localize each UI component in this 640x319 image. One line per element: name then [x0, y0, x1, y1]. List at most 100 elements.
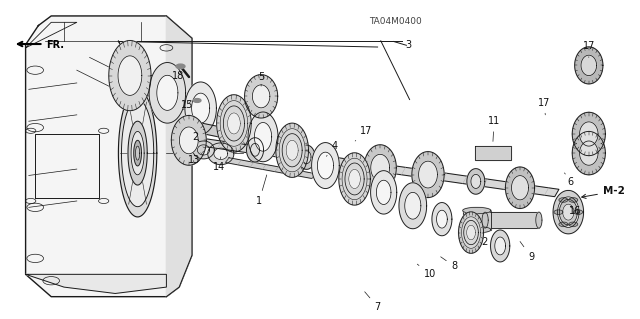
Polygon shape — [345, 163, 364, 195]
Text: 8: 8 — [441, 257, 458, 271]
Polygon shape — [220, 101, 248, 146]
Polygon shape — [317, 152, 333, 179]
Polygon shape — [557, 197, 579, 227]
Polygon shape — [244, 75, 278, 118]
Polygon shape — [572, 112, 605, 156]
Text: 2: 2 — [192, 129, 204, 142]
Text: 6: 6 — [564, 173, 574, 187]
Polygon shape — [349, 169, 360, 189]
Polygon shape — [185, 82, 216, 134]
Polygon shape — [276, 123, 308, 177]
Polygon shape — [461, 217, 481, 248]
Polygon shape — [467, 225, 476, 240]
Polygon shape — [214, 148, 228, 160]
Polygon shape — [371, 154, 390, 181]
Text: 9: 9 — [520, 241, 534, 262]
Text: FR.: FR. — [46, 40, 64, 50]
Polygon shape — [432, 203, 452, 236]
Polygon shape — [172, 115, 206, 165]
Polygon shape — [495, 237, 506, 255]
Text: 18: 18 — [172, 71, 184, 81]
Polygon shape — [364, 145, 396, 191]
Text: 13: 13 — [188, 152, 204, 165]
Polygon shape — [376, 180, 391, 204]
Polygon shape — [109, 41, 151, 111]
Polygon shape — [312, 143, 339, 189]
Polygon shape — [463, 226, 491, 233]
Polygon shape — [225, 158, 316, 179]
Polygon shape — [399, 183, 427, 229]
Circle shape — [559, 198, 568, 202]
Polygon shape — [580, 122, 598, 146]
Polygon shape — [134, 140, 141, 166]
Polygon shape — [475, 146, 511, 160]
Polygon shape — [485, 212, 539, 228]
Polygon shape — [463, 211, 491, 230]
Text: 10: 10 — [417, 264, 436, 279]
Polygon shape — [419, 161, 437, 188]
Polygon shape — [572, 131, 605, 175]
Polygon shape — [197, 145, 210, 155]
Polygon shape — [482, 212, 488, 228]
Polygon shape — [128, 121, 147, 185]
Polygon shape — [436, 210, 447, 228]
Polygon shape — [412, 152, 444, 197]
Circle shape — [573, 210, 582, 214]
Text: 17: 17 — [582, 41, 595, 57]
Polygon shape — [252, 85, 270, 108]
Text: 5: 5 — [258, 71, 264, 86]
Polygon shape — [149, 63, 186, 123]
Polygon shape — [459, 212, 484, 253]
Polygon shape — [248, 112, 278, 162]
Text: M-2: M-2 — [582, 186, 625, 198]
Text: 15: 15 — [181, 100, 194, 110]
Polygon shape — [118, 89, 157, 217]
Polygon shape — [339, 153, 371, 205]
Circle shape — [559, 222, 568, 226]
Polygon shape — [179, 127, 198, 154]
Polygon shape — [223, 106, 244, 141]
Polygon shape — [26, 16, 192, 297]
Text: 7: 7 — [365, 292, 381, 312]
Polygon shape — [581, 55, 596, 76]
Polygon shape — [118, 56, 142, 95]
Circle shape — [193, 99, 201, 102]
Polygon shape — [228, 113, 240, 134]
Polygon shape — [559, 199, 577, 225]
Polygon shape — [282, 134, 302, 167]
Polygon shape — [217, 95, 252, 152]
Polygon shape — [575, 47, 603, 84]
Polygon shape — [553, 190, 584, 234]
Polygon shape — [563, 204, 574, 220]
Polygon shape — [511, 176, 529, 200]
Polygon shape — [286, 140, 298, 160]
Polygon shape — [26, 274, 166, 293]
Polygon shape — [122, 100, 154, 207]
Polygon shape — [464, 220, 478, 245]
Circle shape — [554, 210, 563, 214]
Polygon shape — [404, 192, 421, 219]
Polygon shape — [195, 123, 273, 146]
Polygon shape — [131, 131, 144, 175]
Circle shape — [569, 198, 578, 202]
Text: 11: 11 — [488, 116, 500, 141]
Polygon shape — [298, 145, 315, 169]
Polygon shape — [246, 138, 264, 162]
Polygon shape — [166, 16, 192, 297]
Polygon shape — [157, 75, 178, 110]
Text: TA04M0400: TA04M0400 — [369, 17, 422, 26]
Polygon shape — [302, 151, 311, 164]
Polygon shape — [255, 122, 272, 151]
Polygon shape — [191, 93, 210, 123]
Polygon shape — [342, 158, 367, 200]
Text: 4: 4 — [326, 141, 338, 156]
Polygon shape — [463, 207, 491, 214]
Circle shape — [569, 222, 578, 226]
Text: 1: 1 — [256, 175, 267, 206]
Polygon shape — [506, 167, 534, 208]
Polygon shape — [580, 141, 598, 165]
Polygon shape — [371, 171, 397, 214]
Text: 17: 17 — [355, 126, 372, 141]
Polygon shape — [187, 137, 559, 197]
Text: 3: 3 — [405, 40, 412, 50]
